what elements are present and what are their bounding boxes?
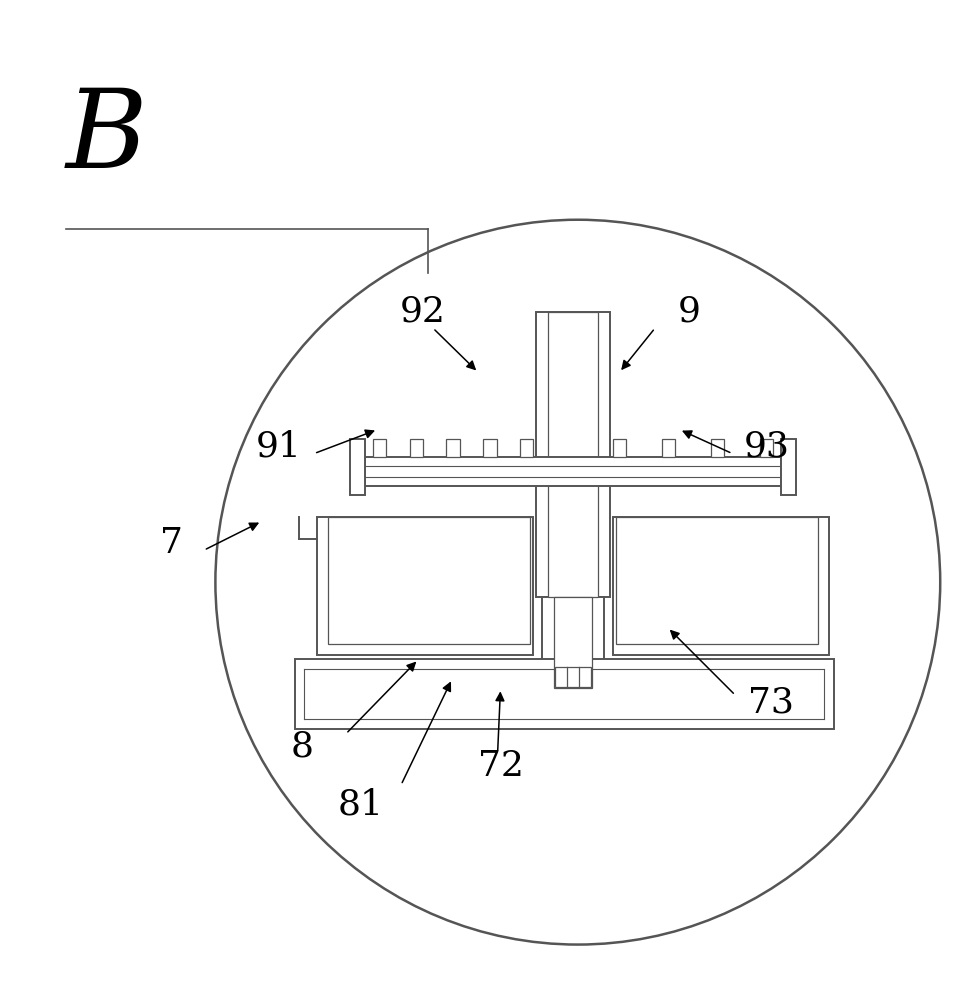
Bar [711, 439, 724, 457]
Bar [612, 439, 626, 457]
Text: B: B [65, 84, 147, 192]
Bar [520, 439, 534, 457]
Bar [612, 517, 829, 655]
Bar [555, 667, 591, 687]
Text: 73: 73 [748, 686, 794, 720]
Text: 72: 72 [477, 749, 524, 783]
Bar [295, 659, 834, 729]
Text: 8: 8 [291, 729, 314, 763]
Text: 91: 91 [256, 430, 301, 464]
Bar [662, 439, 676, 457]
Bar [542, 597, 604, 688]
Bar [554, 597, 592, 688]
Text: 81: 81 [337, 787, 383, 821]
Text: 7: 7 [160, 526, 184, 560]
Bar [365, 457, 781, 486]
Bar [328, 517, 531, 644]
Bar [446, 439, 460, 457]
Text: 93: 93 [744, 430, 789, 464]
Bar [759, 439, 773, 457]
Bar [781, 439, 796, 495]
Text: 92: 92 [400, 295, 446, 329]
Bar [317, 517, 534, 655]
Text: 9: 9 [677, 295, 701, 329]
Bar [350, 439, 365, 495]
Bar [615, 517, 818, 644]
Bar [548, 312, 598, 597]
Bar [483, 439, 497, 457]
Bar [409, 439, 423, 457]
Bar [537, 312, 609, 597]
Bar [373, 439, 387, 457]
